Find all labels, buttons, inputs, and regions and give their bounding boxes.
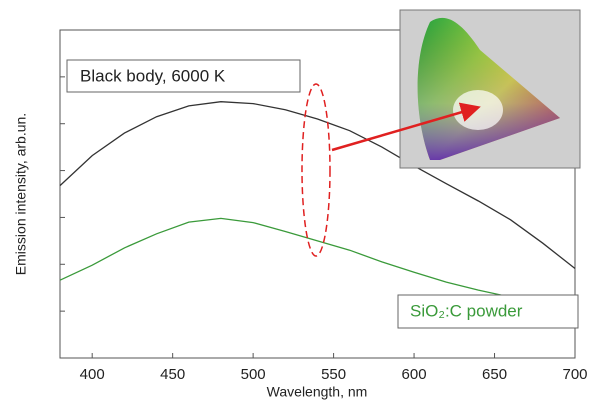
series-line [59,217,576,303]
x-tick-label: 500 [241,366,266,383]
series-label: Black body, 6000 K [80,66,226,85]
cie-shade [417,17,560,160]
x-tick-label: 600 [402,366,427,383]
label-box [66,59,301,93]
series-label: SiO₂:C powder [410,301,523,320]
plot-frame [59,29,576,359]
x-tick-label: 550 [321,366,346,383]
highlight-ellipse [301,83,331,257]
label-box [397,294,579,329]
arrow [331,102,481,152]
y-axis-label: Emission intensity, arb.un. [13,113,29,275]
x-tick-label: 650 [482,366,507,383]
cie-white [453,90,503,130]
x-tick-label: 700 [562,366,587,383]
x-tick-label: 450 [160,366,185,383]
x-tick-label: 400 [80,366,105,383]
x-axis-label: Wavelength, nm [267,384,368,400]
plot-area [59,101,576,303]
series-line [59,101,576,270]
inset [399,9,581,169]
